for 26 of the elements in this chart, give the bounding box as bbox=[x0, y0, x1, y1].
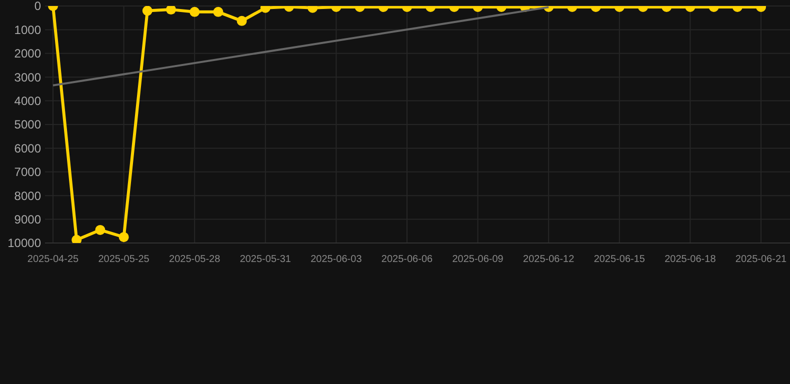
x-tick-label: 2025-06-09 bbox=[452, 254, 504, 265]
y-tick-label: 2000 bbox=[14, 46, 42, 61]
y-tick-label: 9000 bbox=[14, 212, 42, 226]
point bbox=[95, 224, 106, 235]
y-tick-label: 0 bbox=[34, 0, 42, 14]
point bbox=[118, 232, 129, 242]
y-tick-label: 7000 bbox=[14, 165, 42, 180]
point bbox=[72, 234, 82, 243]
y-tick-label: 4000 bbox=[14, 94, 42, 108]
y-tick-label: 3000 bbox=[14, 70, 42, 84]
y-tick-label: 8000 bbox=[14, 188, 42, 203]
x-tick-label: 2025-06-12 bbox=[523, 254, 575, 265]
x-tick-label: 2025-05-25 bbox=[98, 254, 150, 265]
x-tick-label: 2025-06-06 bbox=[381, 254, 434, 265]
point bbox=[166, 6, 176, 15]
x-tick-label: 2025-06-18 bbox=[664, 254, 716, 265]
x-tick-label: 2025-05-31 bbox=[240, 254, 292, 265]
x-tick-label: 2025-06-15 bbox=[594, 254, 646, 265]
y-tick-label: 10000 bbox=[8, 236, 42, 250]
y-tick-label: 6000 bbox=[14, 141, 42, 156]
x-tick-label: 2025-06-21 bbox=[735, 254, 788, 265]
x-tick-label: 2025-05-28 bbox=[169, 254, 221, 265]
x-tick-label: 2025-04-25 bbox=[27, 254, 80, 265]
y-tick-label: 5000 bbox=[14, 118, 42, 132]
y-tick-label: 1000 bbox=[14, 22, 42, 37]
x-tick-label: 2025-06-03 bbox=[310, 254, 362, 265]
